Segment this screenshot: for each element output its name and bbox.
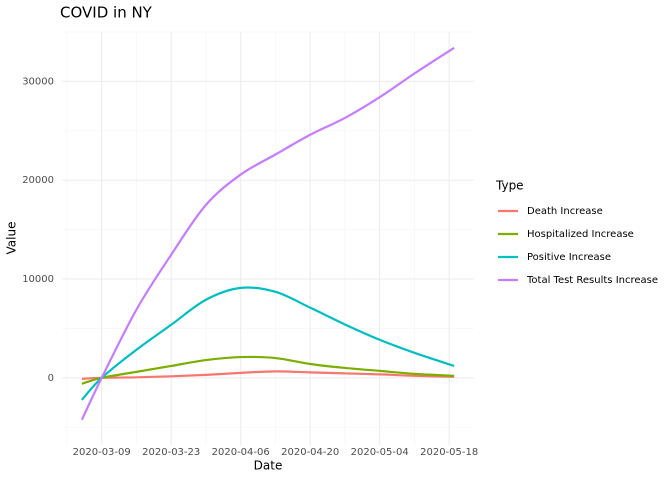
y-tick-label: 0 (48, 373, 54, 384)
x-tick-label: 2020-03-23 (142, 447, 200, 458)
x-tick-label: 2020-05-04 (351, 447, 409, 458)
y-tick-label: 30000 (22, 76, 54, 87)
x-tick-label: 2020-03-09 (73, 447, 131, 458)
line-series (81, 355, 455, 385)
x-axis-title: Date (254, 459, 283, 473)
line-series (81, 370, 455, 380)
legend-label: Positive Increase (527, 252, 611, 263)
legend-label: Total Test Results Increase (526, 275, 658, 286)
x-tick-label: 2020-04-06 (212, 447, 270, 458)
grid (62, 31, 474, 445)
y-tick-label: 10000 (22, 274, 54, 285)
y-tick-label: 20000 (22, 175, 54, 186)
legend-title: Type (495, 179, 524, 193)
legend-label: Hospitalized Increase (527, 229, 634, 240)
legend-label: Death Increase (527, 206, 603, 217)
chart-title: COVID in NY (60, 4, 153, 22)
x-tick-label: 2020-05-18 (420, 447, 478, 458)
y-axis-title: Value (5, 222, 19, 255)
line-series (81, 286, 455, 401)
line-series (80, 46, 455, 421)
x-tick-label: 2020-04-20 (281, 447, 339, 458)
